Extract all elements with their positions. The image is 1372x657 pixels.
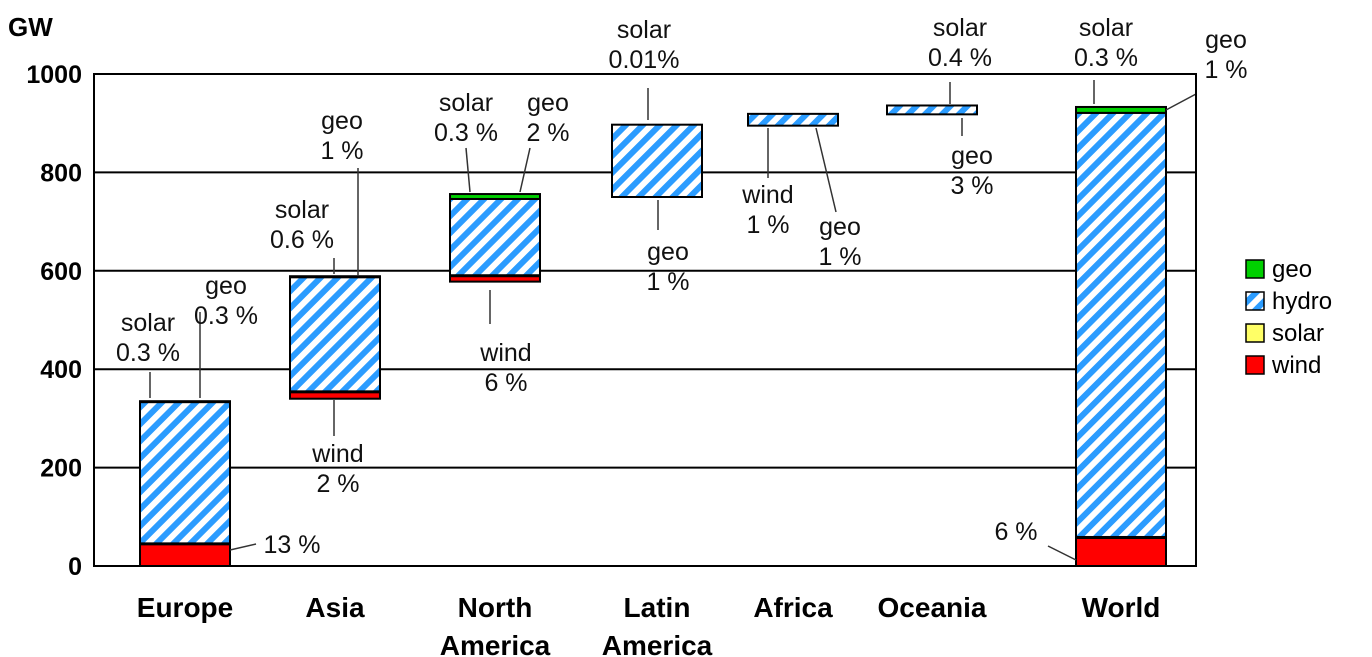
annotation-label: 2 % [526, 119, 569, 147]
annotation-leader-line [519, 147, 531, 193]
annotation-label: 0.3 % [194, 302, 258, 330]
bar-segment-hydro [139, 400, 231, 545]
y-tick-label: 0 [68, 553, 82, 581]
bar-segment-hydro [289, 276, 381, 393]
bar-segment-geo [449, 193, 541, 200]
annotation-label: geo [1205, 26, 1247, 54]
annotation-label: solar [1079, 14, 1133, 42]
y-tick-label: 400 [40, 356, 82, 384]
annotation-label: 2 % [316, 470, 359, 498]
annotation-leader-line [1165, 93, 1197, 111]
y-tick-label: 1000 [26, 61, 82, 89]
legend-label-solar: solar [1272, 320, 1324, 347]
y-tick-label: 200 [40, 455, 82, 483]
legend-swatch-wind [1245, 355, 1265, 375]
annotation-label: 0.3 % [116, 339, 180, 367]
y-tick-label: 800 [40, 159, 82, 187]
bars [139, 104, 1167, 567]
grid-lines [94, 171, 1196, 469]
annotation-label: geo [321, 107, 363, 135]
annotation-label: wind [741, 181, 793, 209]
annotation-label: 1 % [320, 137, 363, 165]
x-category-label: Africa [753, 592, 833, 623]
annotation-label: 6 % [994, 518, 1037, 546]
bar-segment-hydro [747, 112, 839, 127]
legend-swatch-hydro [1245, 291, 1265, 311]
legend: geo hydro solar wind [1245, 256, 1332, 379]
annotation-label: 1 % [746, 211, 789, 239]
y-tick-label: 600 [40, 258, 82, 286]
y-axis-unit-label: GW [8, 12, 53, 42]
annotation-label: 3 % [950, 172, 993, 200]
x-category-label: North [458, 592, 533, 623]
annotation-label: 0.01% [609, 46, 680, 74]
annotation-label: 0.3 % [1074, 44, 1138, 72]
legend-label-hydro: hydro [1272, 288, 1332, 315]
annotation-label: 0.3 % [434, 119, 498, 147]
annotation-label: solar [121, 309, 175, 337]
annotation-label: geo [819, 213, 861, 241]
annotation-label: solar [933, 14, 987, 42]
annotation-leader-line [815, 127, 837, 213]
annotation-leader-line [465, 147, 471, 193]
bar-segment-geo [139, 400, 231, 404]
x-category-label: Oceania [878, 592, 987, 623]
x-category-label: America [440, 630, 551, 657]
annotation-label: 1 % [1204, 56, 1247, 84]
bar-segment-hydro [611, 123, 703, 198]
bar-segment-hydro [1075, 111, 1167, 538]
annotation-label: solar [617, 16, 671, 44]
annotation-label: geo [647, 238, 689, 266]
bar-segment-wind [1075, 536, 1167, 567]
annotation-leader-line [229, 543, 257, 551]
legend-swatch-solar [1245, 323, 1265, 343]
annotation-label: 0.6 % [270, 226, 334, 254]
legend-swatch-geo [1245, 259, 1265, 279]
y-axis-ticks: 0 200 400 600 800 1000 [26, 61, 82, 581]
annotation-label: solar [439, 89, 493, 117]
annotation-label: wind [479, 339, 531, 367]
x-category-label: Latin [624, 592, 691, 623]
x-category-label: Europe [137, 592, 233, 623]
annotation-label: solar [275, 196, 329, 224]
annotation-label: wind [311, 440, 363, 468]
annotation-label: 0.4 % [928, 44, 992, 72]
annotation-label: geo [527, 89, 569, 117]
annotation-leader-line [1047, 545, 1077, 561]
bar-segment-geo [289, 275, 381, 279]
x-category-label: World [1082, 592, 1161, 623]
bar-segment-hydro [449, 197, 541, 277]
bar-segment-geo [1075, 105, 1167, 114]
x-category-label: America [602, 630, 713, 657]
annotation-label: 13 % [264, 531, 321, 559]
plot-area-frame [93, 73, 1197, 567]
x-category-label: Asia [305, 592, 365, 623]
annotation-label: 1 % [818, 243, 861, 271]
x-axis-categories: Europe Asia North America Latin America Africa… [137, 592, 1161, 657]
annotation-label: geo [205, 272, 247, 300]
legend-label-wind: wind [1271, 352, 1321, 379]
annotation-label: 1 % [646, 268, 689, 296]
legend-label-geo: geo [1272, 256, 1312, 283]
bar-segment-hydro [886, 104, 978, 116]
bar-segment-wind [139, 542, 231, 567]
annotation-label: 6 % [484, 369, 527, 397]
annotation-label: geo [951, 142, 993, 170]
